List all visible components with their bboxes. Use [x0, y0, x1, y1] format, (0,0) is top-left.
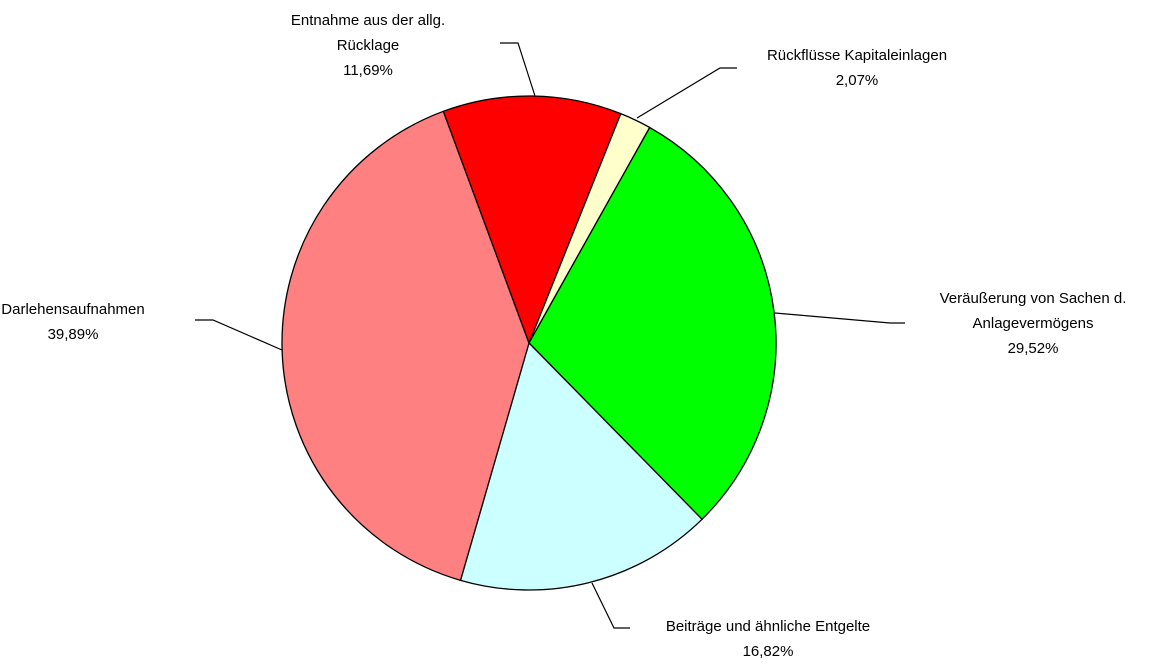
pie-slice	[442, 95, 622, 345]
category-label: Rückflüsse Kapitaleinlagen	[766, 47, 948, 64]
pie-slice	[281, 110, 530, 582]
leader-line	[591, 582, 630, 629]
value-label: 11,69%	[343, 62, 393, 79]
slice-label: Beiträge und ähnliche Entgelte 16,82%	[628, 614, 908, 664]
category-label: Darlehensaufnahmen	[1, 301, 145, 318]
category-label: Veräußerung von Sachen d. Anlagevermögen…	[939, 290, 1127, 332]
slice-label: Veräußerung von Sachen d. Anlagevermögen…	[898, 286, 1168, 361]
slice-label: Entnahme aus der allg. Rücklage 11,69%	[283, 8, 453, 83]
value-label: 16,82%	[742, 643, 794, 660]
category-label: Beiträge und ähnliche Entgelte	[665, 618, 871, 635]
value-label: 29,52%	[1007, 340, 1059, 357]
category-label: Entnahme aus der allg. Rücklage	[290, 12, 446, 54]
value-label: 2,07%	[835, 72, 879, 89]
value-label: 39,89%	[47, 326, 99, 343]
leader-line	[500, 42, 536, 97]
slice-label: Rückflüsse Kapitaleinlagen 2,07%	[727, 43, 987, 93]
leader-line	[774, 312, 905, 324]
pie-slice	[528, 126, 777, 521]
slice-label: Darlehensaufnahmen 39,89%	[0, 297, 146, 347]
leader-line	[195, 319, 283, 351]
leader-line	[636, 67, 737, 119]
pie-slice	[459, 341, 703, 591]
